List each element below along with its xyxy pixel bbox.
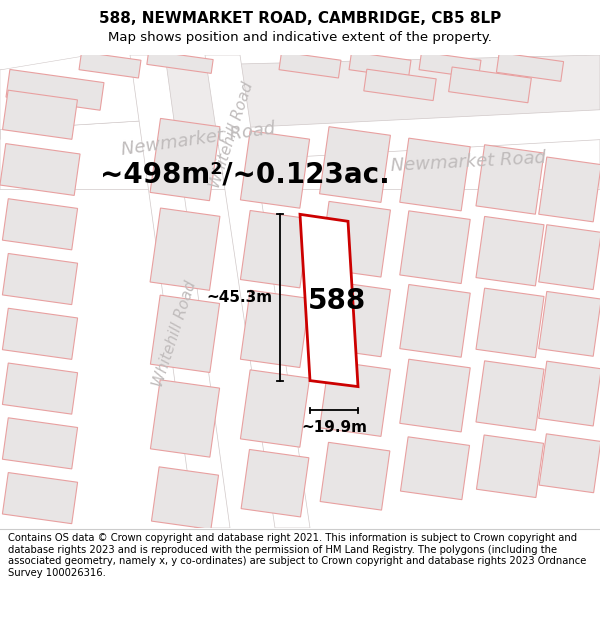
Polygon shape bbox=[349, 52, 411, 78]
Polygon shape bbox=[400, 211, 470, 284]
Polygon shape bbox=[539, 225, 600, 289]
Polygon shape bbox=[2, 308, 77, 359]
Text: ~45.3m: ~45.3m bbox=[206, 290, 272, 305]
Polygon shape bbox=[0, 55, 600, 139]
Polygon shape bbox=[2, 418, 77, 469]
Text: ~19.9m: ~19.9m bbox=[301, 421, 367, 436]
Polygon shape bbox=[476, 435, 544, 498]
Text: Contains OS data © Crown copyright and database right 2021. This information is : Contains OS data © Crown copyright and d… bbox=[8, 533, 586, 578]
Text: Newmarket Road: Newmarket Road bbox=[120, 120, 277, 159]
Polygon shape bbox=[539, 157, 600, 222]
Polygon shape bbox=[241, 211, 310, 288]
Polygon shape bbox=[151, 467, 218, 529]
Polygon shape bbox=[151, 295, 220, 372]
Polygon shape bbox=[241, 449, 309, 517]
Polygon shape bbox=[0, 144, 80, 196]
Polygon shape bbox=[0, 120, 600, 189]
Text: Whitehill Road: Whitehill Road bbox=[208, 80, 256, 189]
Polygon shape bbox=[205, 55, 310, 528]
Polygon shape bbox=[320, 361, 391, 436]
Polygon shape bbox=[539, 361, 600, 426]
Polygon shape bbox=[0, 55, 160, 139]
Polygon shape bbox=[6, 69, 104, 110]
Polygon shape bbox=[400, 359, 470, 432]
Text: 588: 588 bbox=[308, 287, 366, 315]
Polygon shape bbox=[476, 145, 544, 214]
Polygon shape bbox=[320, 281, 391, 357]
Polygon shape bbox=[400, 437, 470, 499]
Polygon shape bbox=[476, 288, 544, 357]
Polygon shape bbox=[476, 361, 544, 430]
Polygon shape bbox=[400, 138, 470, 211]
Polygon shape bbox=[320, 442, 390, 510]
Polygon shape bbox=[320, 127, 391, 202]
Polygon shape bbox=[241, 370, 310, 447]
Polygon shape bbox=[150, 118, 220, 201]
Polygon shape bbox=[539, 434, 600, 492]
Text: Whitehill Road: Whitehill Road bbox=[151, 279, 199, 389]
Polygon shape bbox=[150, 208, 220, 291]
Polygon shape bbox=[539, 291, 600, 356]
Polygon shape bbox=[2, 90, 77, 139]
Polygon shape bbox=[241, 290, 310, 368]
Polygon shape bbox=[320, 201, 391, 277]
Polygon shape bbox=[300, 214, 358, 387]
Polygon shape bbox=[241, 131, 310, 208]
Polygon shape bbox=[147, 51, 213, 73]
Polygon shape bbox=[476, 216, 544, 286]
Polygon shape bbox=[130, 55, 230, 528]
Polygon shape bbox=[496, 52, 563, 81]
Text: Map shows position and indicative extent of the property.: Map shows position and indicative extent… bbox=[108, 31, 492, 44]
Polygon shape bbox=[449, 67, 532, 102]
Polygon shape bbox=[279, 52, 341, 78]
Text: 588, NEWMARKET ROAD, CAMBRIDGE, CB5 8LP: 588, NEWMARKET ROAD, CAMBRIDGE, CB5 8LP bbox=[99, 11, 501, 26]
Polygon shape bbox=[419, 52, 481, 78]
Polygon shape bbox=[2, 363, 77, 414]
Polygon shape bbox=[151, 380, 220, 457]
Polygon shape bbox=[364, 69, 436, 101]
Text: ~498m²/~0.123ac.: ~498m²/~0.123ac. bbox=[100, 161, 390, 189]
Polygon shape bbox=[2, 199, 77, 250]
Text: Newmarket Road: Newmarket Road bbox=[390, 149, 546, 174]
Polygon shape bbox=[400, 284, 470, 357]
Polygon shape bbox=[2, 472, 77, 524]
Polygon shape bbox=[79, 52, 141, 78]
Polygon shape bbox=[2, 254, 77, 304]
